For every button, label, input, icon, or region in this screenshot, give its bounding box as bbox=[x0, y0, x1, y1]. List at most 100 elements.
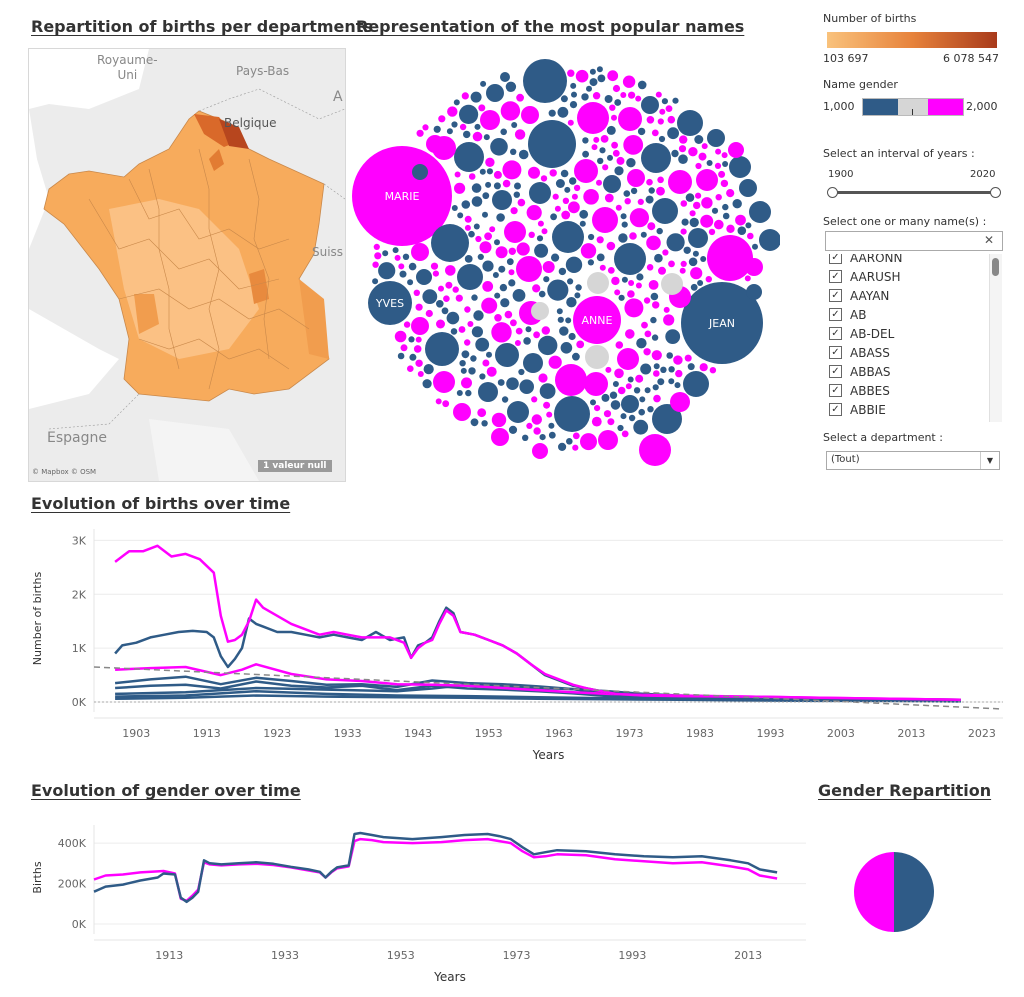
name-bubble[interactable] bbox=[587, 259, 594, 266]
name-bubble[interactable] bbox=[552, 221, 584, 253]
name-bubble[interactable] bbox=[659, 108, 666, 115]
name-bubble[interactable] bbox=[654, 253, 663, 263]
name-bubble[interactable] bbox=[494, 314, 502, 322]
name-bubble[interactable] bbox=[486, 168, 493, 175]
name-bubble[interactable] bbox=[685, 193, 695, 202]
name-bubble[interactable] bbox=[674, 382, 681, 389]
name-bubble[interactable] bbox=[514, 182, 521, 190]
name-bubble[interactable] bbox=[601, 393, 610, 402]
name-bubble[interactable] bbox=[442, 400, 450, 408]
name-bubble[interactable] bbox=[635, 95, 642, 102]
name-bubble[interactable] bbox=[507, 401, 529, 423]
name-bubble[interactable] bbox=[565, 256, 583, 273]
checkbox-icon[interactable]: ✓ bbox=[829, 254, 842, 264]
name-bubble[interactable] bbox=[479, 241, 492, 254]
name-bubble[interactable] bbox=[480, 110, 500, 130]
name-bubble[interactable] bbox=[426, 135, 444, 153]
name-bubble[interactable] bbox=[726, 224, 735, 233]
name-bubble[interactable] bbox=[454, 182, 466, 194]
name-bubble[interactable] bbox=[541, 326, 550, 335]
name-bubble[interactable] bbox=[707, 235, 753, 281]
name-bubble[interactable] bbox=[637, 198, 644, 205]
name-bubble[interactable] bbox=[408, 336, 415, 343]
name-bubble[interactable] bbox=[490, 138, 508, 156]
name-bubble[interactable] bbox=[392, 247, 399, 254]
name-bubble[interactable] bbox=[491, 428, 509, 446]
name-bubble[interactable] bbox=[599, 264, 606, 271]
name-bubble[interactable] bbox=[415, 336, 422, 343]
name-bubble[interactable] bbox=[546, 411, 553, 418]
name-bubble[interactable] bbox=[628, 91, 636, 99]
name-bubble[interactable] bbox=[700, 214, 714, 228]
name-bubble[interactable] bbox=[479, 168, 486, 175]
name-bubble[interactable] bbox=[431, 224, 469, 262]
name-bubble[interactable] bbox=[452, 286, 459, 293]
checkbox-icon[interactable]: ✓ bbox=[829, 289, 842, 302]
name-bubble[interactable] bbox=[484, 232, 492, 241]
name-bubble[interactable] bbox=[471, 196, 483, 207]
name-bubble[interactable] bbox=[639, 434, 671, 466]
name-bubble[interactable] bbox=[701, 197, 713, 209]
name-bubble[interactable] bbox=[644, 330, 652, 338]
name-bubble[interactable] bbox=[560, 169, 569, 178]
name-bubble[interactable] bbox=[629, 232, 637, 240]
name-bubble[interactable] bbox=[689, 217, 699, 228]
name-bubble[interactable] bbox=[533, 427, 541, 435]
name-bubble[interactable] bbox=[478, 382, 498, 402]
name-bubble[interactable] bbox=[681, 282, 763, 364]
name-bubble[interactable] bbox=[518, 368, 525, 376]
name-bubble[interactable] bbox=[675, 369, 683, 378]
name-bubble[interactable] bbox=[451, 205, 458, 211]
name-bubble[interactable] bbox=[630, 187, 638, 195]
name-bubble[interactable] bbox=[510, 319, 517, 327]
name-bubble[interactable] bbox=[491, 322, 512, 343]
name-bubble[interactable] bbox=[470, 355, 477, 362]
name-bubble[interactable] bbox=[651, 334, 659, 341]
name-bubble[interactable] bbox=[625, 383, 632, 390]
name-bubble[interactable] bbox=[464, 255, 473, 263]
name-bubble[interactable] bbox=[511, 122, 518, 128]
years-slider-handle-max[interactable] bbox=[990, 187, 1001, 198]
name-bubble[interactable] bbox=[752, 243, 758, 250]
name-bubble[interactable] bbox=[438, 115, 446, 123]
name-bubble[interactable] bbox=[508, 269, 515, 276]
name-bubble[interactable] bbox=[518, 149, 529, 160]
name-bubble[interactable] bbox=[525, 326, 532, 333]
pas-de-calais-department[interactable] bbox=[219, 119, 249, 149]
name-bubble[interactable] bbox=[635, 374, 644, 383]
name-bubble[interactable] bbox=[515, 327, 523, 335]
name-bubble[interactable] bbox=[596, 179, 602, 186]
name-bubble[interactable] bbox=[614, 289, 621, 296]
name-checkbox-item[interactable]: ✓ AARUSH bbox=[825, 267, 1001, 286]
name-bubble[interactable] bbox=[407, 365, 414, 373]
name-bubble[interactable] bbox=[646, 178, 653, 186]
name-bubble[interactable] bbox=[618, 233, 628, 243]
name-bubble[interactable] bbox=[728, 142, 744, 158]
name-bubble[interactable] bbox=[504, 221, 526, 243]
gironde-department[interactable] bbox=[134, 294, 159, 334]
name-bubble[interactable] bbox=[557, 106, 569, 118]
name-bubble[interactable] bbox=[445, 265, 456, 276]
name-bubble[interactable] bbox=[549, 169, 557, 177]
gender-line-chart[interactable]: 0K 200K 400K 1913 1933 1953 1973 1993 2013 Years B… bbox=[0, 805, 815, 985]
name-bubble[interactable] bbox=[502, 179, 511, 188]
name-bubble[interactable] bbox=[612, 381, 619, 387]
name-bubble[interactable] bbox=[528, 166, 540, 179]
name-bubble[interactable] bbox=[471, 183, 482, 193]
name-bubble[interactable] bbox=[558, 442, 567, 451]
name-bubble[interactable] bbox=[705, 276, 712, 283]
name-bubble[interactable] bbox=[624, 298, 644, 318]
name-bubble[interactable] bbox=[579, 220, 586, 227]
name-bubble[interactable] bbox=[667, 127, 679, 140]
name-bubble[interactable] bbox=[456, 390, 463, 396]
name-bubble[interactable] bbox=[597, 74, 606, 83]
name-bubble[interactable] bbox=[663, 314, 675, 326]
name-bubble[interactable] bbox=[661, 273, 683, 295]
name-bubble[interactable] bbox=[443, 295, 450, 302]
name-bubble[interactable] bbox=[471, 294, 478, 301]
name-bubble[interactable] bbox=[640, 363, 652, 375]
name-bubble[interactable] bbox=[652, 384, 659, 391]
name-bubble[interactable] bbox=[470, 91, 482, 103]
name-bubble[interactable] bbox=[465, 389, 472, 397]
name-bubble[interactable] bbox=[548, 109, 556, 117]
